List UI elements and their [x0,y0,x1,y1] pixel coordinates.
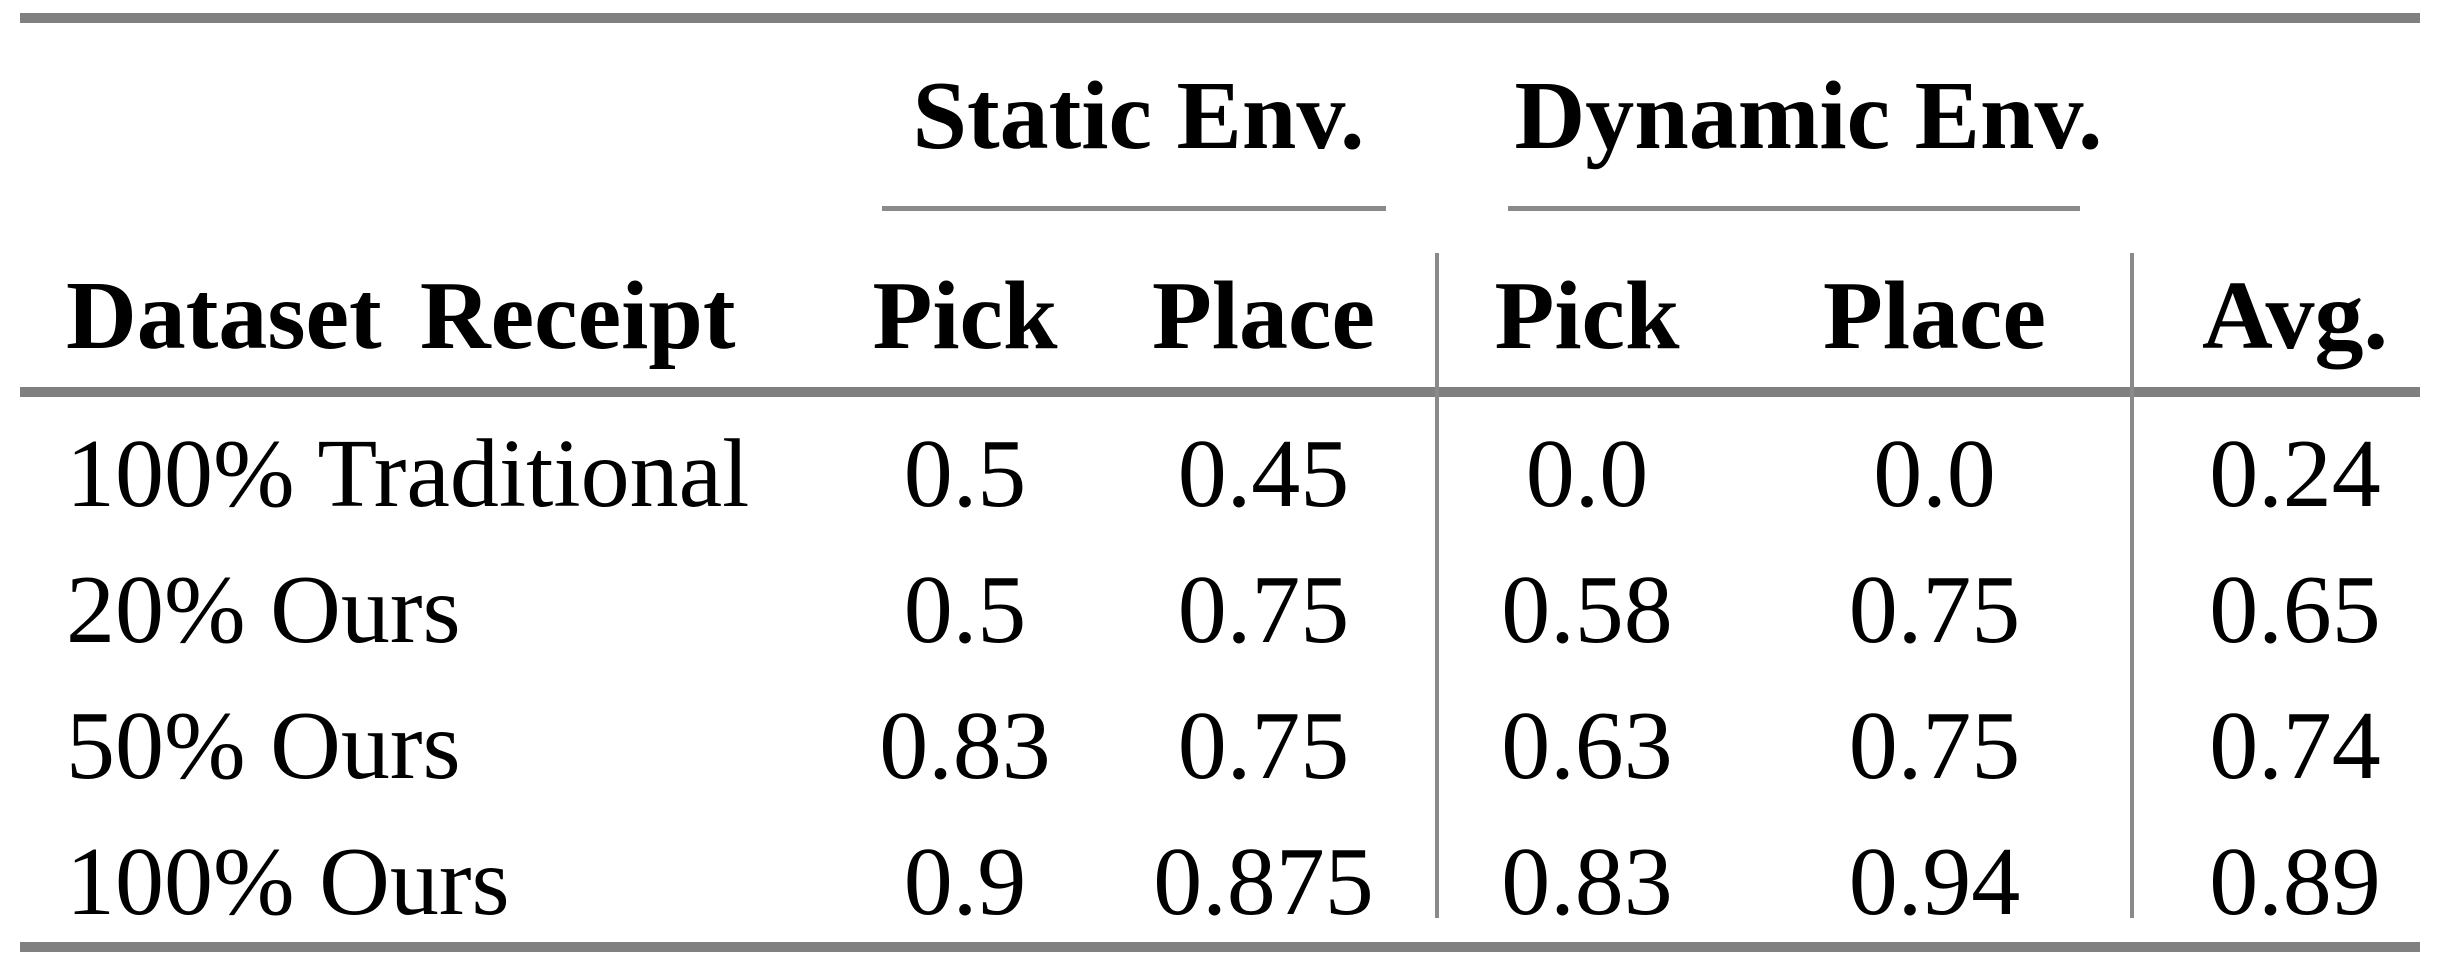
results-table: Static Env. Dynamic Env. Dataset Receipt… [20,23,2420,941]
vertical-divider-static-dynamic [1435,253,1439,918]
group-header-dynamic-env: Dynamic Env. [1514,62,2103,170]
column-header-dynamic-pick: Pick [1494,262,1680,370]
group-header-spacer-left [20,23,840,207]
cell-static-pick: 0.5 [903,556,1027,664]
cell-static-pick: 0.9 [903,828,1027,936]
cell-avg: 0.74 [2209,692,2381,800]
cell-dynamic-pick: 0.63 [1501,692,1673,800]
cell-avg: 0.65 [2209,556,2381,664]
row-label: 50% Ours [66,692,461,800]
group-header-spacer-right [2132,23,2420,207]
group-header-static-env: Static Env. [912,62,1365,170]
cell-dynamic-pick: 0.83 [1501,828,1673,936]
vertical-divider-before-avg [2130,253,2134,918]
cell-dynamic-pick: 0.0 [1525,420,1649,528]
column-header-dynamic-place: Place [1822,262,2047,370]
column-header-static-pick: Pick [872,262,1058,370]
cell-dynamic-pick: 0.58 [1501,556,1673,664]
static-env-underline-rule [882,206,1386,211]
cell-dynamic-place: 0.94 [1848,828,2021,936]
header-body-separator-rule [20,387,2420,397]
cell-avg: 0.24 [2209,420,2381,528]
cell-avg: 0.89 [2209,828,2381,936]
cell-static-pick: 0.83 [879,692,1051,800]
cell-dynamic-place: 0.0 [1873,420,1996,528]
cell-static-place: 0.45 [1177,420,1350,528]
row-label: 100% Traditional [66,420,750,528]
column-header-dataset-receipt: Dataset Receipt [66,262,736,370]
column-header-static-place: Place [1151,262,1376,370]
row-label: 20% Ours [66,556,461,664]
cell-static-place: 0.75 [1177,692,1350,800]
cell-dynamic-place: 0.75 [1848,556,2021,664]
cell-dynamic-place: 0.75 [1848,692,2021,800]
column-header-avg: Avg. [2202,262,2388,370]
bottom-rule [20,942,2420,952]
cell-static-place: 0.75 [1177,556,1350,664]
cell-static-place: 0.875 [1153,828,1374,936]
cell-static-pick: 0.5 [903,420,1027,528]
dynamic-env-underline-rule [1508,206,2080,211]
row-label: 100% Ours [66,828,510,936]
top-rule [20,13,2420,23]
